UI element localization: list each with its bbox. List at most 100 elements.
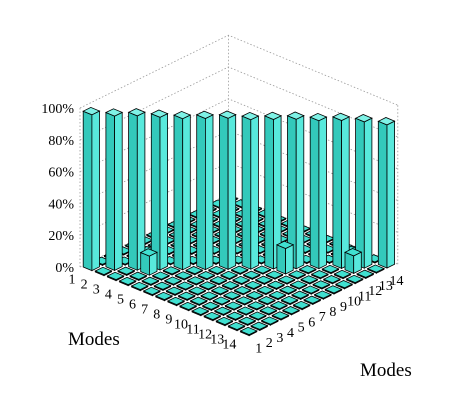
- bar-face: [285, 244, 294, 275]
- bar-top: [185, 266, 204, 275]
- bar-top: [163, 276, 183, 285]
- bar-top: [154, 291, 174, 301]
- bar-top: [186, 276, 205, 285]
- bar-3-2: [117, 266, 136, 277]
- bar-10-7: [254, 275, 273, 286]
- y-tick-label: 12: [368, 284, 382, 299]
- bar-top: [291, 290, 310, 299]
- bar-14-3: [260, 316, 279, 326]
- bar-5-1: [130, 281, 149, 292]
- bar-face: [309, 116, 320, 270]
- bar-8-6: [219, 270, 239, 281]
- bar-top: [203, 311, 222, 321]
- bar-top: [129, 271, 148, 280]
- bar-9-1: [179, 301, 198, 312]
- y-tick-label: 11: [358, 289, 371, 304]
- bar-11-6: [256, 285, 275, 296]
- bar-9-9: [263, 111, 283, 270]
- bar-14-14: [377, 117, 396, 269]
- bar-6-1: [142, 286, 161, 297]
- bar-6-4: [174, 271, 193, 281]
- bar-12-2: [225, 311, 245, 322]
- bar-11-8: [277, 275, 296, 285]
- x-tick-label: 8: [153, 308, 160, 323]
- bar-face: [386, 120, 396, 269]
- x-tick-label: 11: [186, 323, 199, 338]
- bar-6-3: [163, 276, 183, 286]
- bar-5-4: [162, 266, 181, 276]
- bar-14-8: [313, 290, 332, 300]
- bar-top: [213, 306, 233, 315]
- bar-top: [281, 306, 301, 315]
- bar-top: [345, 274, 364, 284]
- bar-face: [91, 110, 100, 272]
- bar-12-3: [236, 306, 255, 316]
- x-axis-title: Modes: [68, 329, 120, 350]
- bar-5-2: [141, 276, 160, 287]
- y-tick-label: 10: [347, 295, 361, 310]
- bar-top: [277, 275, 296, 284]
- x-tick-label: 1: [69, 273, 76, 288]
- bar-14-6: [292, 300, 311, 311]
- bar-11-10: [298, 265, 317, 275]
- bar-top: [278, 285, 298, 294]
- bar-11-1: [203, 311, 222, 322]
- bar-top: [230, 265, 249, 274]
- x-tick-label: 7: [141, 303, 148, 318]
- y-tick-label: 6: [308, 315, 315, 330]
- bar-top: [198, 281, 217, 290]
- bar-11-3: [224, 301, 243, 311]
- bar-top: [292, 300, 311, 310]
- bar-top: [153, 281, 172, 290]
- y-tick-label: 8: [329, 305, 336, 320]
- y-tick-label: 4: [287, 326, 294, 341]
- bar-14-12: [356, 269, 375, 280]
- bar-2-1: [94, 266, 113, 277]
- bar-top: [222, 291, 242, 300]
- bar-top: [200, 291, 219, 300]
- bar-8-8: [241, 111, 260, 270]
- bar-top: [253, 265, 272, 274]
- bar-top: [201, 301, 220, 310]
- bar-face: [159, 112, 169, 271]
- bar-top: [263, 111, 283, 120]
- bar-top: [248, 311, 267, 320]
- bar-top: [188, 286, 207, 295]
- bar-face: [218, 114, 229, 270]
- labels-layer: Modes Modes 0%20%40%60%80%100%1 2 3 4 5 6 7 8 9 1…: [41, 102, 411, 381]
- bar-12-4: [247, 301, 266, 311]
- bar-top: [334, 280, 354, 289]
- bar-10-6: [244, 280, 263, 291]
- bar-12-6: [268, 290, 287, 301]
- x-tick-label: 9: [165, 313, 172, 328]
- bar-top: [174, 271, 193, 280]
- bar-top: [259, 306, 278, 315]
- bar-top: [209, 276, 228, 285]
- bar-top: [151, 271, 171, 280]
- bar-top: [162, 266, 181, 275]
- bar-top: [94, 266, 113, 276]
- y-tick-label: 1: [255, 341, 262, 356]
- bar-13-4: [259, 306, 278, 316]
- bar-top: [254, 275, 273, 284]
- x-tick-label: 2: [81, 278, 88, 293]
- bar-top: [142, 286, 161, 296]
- bar-3-1: [106, 271, 125, 282]
- bar-top: [104, 108, 124, 117]
- bar-top: [310, 270, 329, 279]
- x-tick-label: 13: [210, 333, 224, 348]
- bar-top: [233, 286, 252, 295]
- bar-12-7: [278, 285, 298, 296]
- bar-top: [82, 106, 101, 116]
- bar-12-1: [215, 316, 234, 327]
- bar-top: [239, 326, 258, 336]
- bar-top: [269, 301, 289, 310]
- bar-11-7: [266, 280, 286, 291]
- bar-9-4: [210, 286, 230, 296]
- bar-face: [355, 117, 365, 269]
- bar-face: [276, 244, 287, 275]
- bar-face: [182, 114, 191, 271]
- bar-face: [250, 115, 259, 270]
- bar-top: [250, 321, 269, 330]
